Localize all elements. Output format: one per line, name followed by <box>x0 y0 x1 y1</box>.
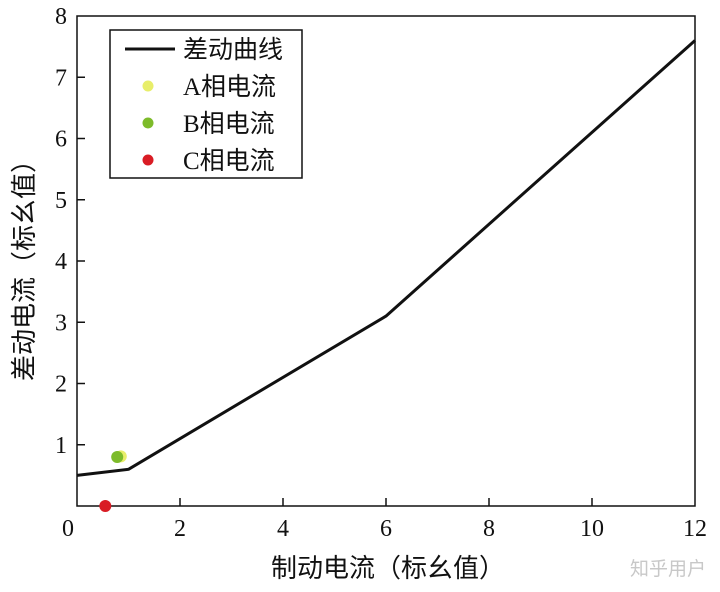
y-axis-label: 差动电流（标幺值） <box>10 147 39 381</box>
y-tick-label: 2 <box>55 372 67 398</box>
y-tick-label: 4 <box>55 249 67 275</box>
x-axis-label: 制动电流（标幺值） <box>271 554 505 583</box>
scatter-point <box>99 500 112 512</box>
legend-label: A相电流 <box>183 73 276 101</box>
x-tick-label: 12 <box>683 516 707 542</box>
x-tick-label: 6 <box>380 516 392 542</box>
x-tick-label: 4 <box>277 516 289 542</box>
legend: 差动曲线 A相电流 B相电流 C相电流 <box>109 29 303 179</box>
legend-box <box>109 29 303 179</box>
watermark-text: 知乎用户 <box>630 558 706 580</box>
legend-swatch-point <box>142 154 154 166</box>
y-tick-label: 5 <box>55 188 67 214</box>
x-tick-label: 8 <box>483 516 495 542</box>
x-tick-label: 0 <box>62 516 74 542</box>
x-tick-label: 10 <box>580 516 604 542</box>
legend-label: 差动曲线 <box>183 36 283 64</box>
y-tick-label: 7 <box>55 65 67 91</box>
series-line-differential-curve <box>76 39 696 477</box>
legend-label: C相电流 <box>183 147 275 175</box>
y-tick-label: 8 <box>55 4 67 30</box>
scatter-point <box>111 451 124 463</box>
y-tick-label: 6 <box>55 127 67 153</box>
series-layer <box>76 39 696 512</box>
legend-swatch-point <box>142 80 154 92</box>
x-tick-label: 2 <box>174 516 186 542</box>
y-tick-label: 3 <box>55 310 67 336</box>
y-tick-label: 1 <box>55 433 67 459</box>
legend-swatch-point <box>142 117 154 129</box>
legend-label: B相电流 <box>183 110 275 138</box>
